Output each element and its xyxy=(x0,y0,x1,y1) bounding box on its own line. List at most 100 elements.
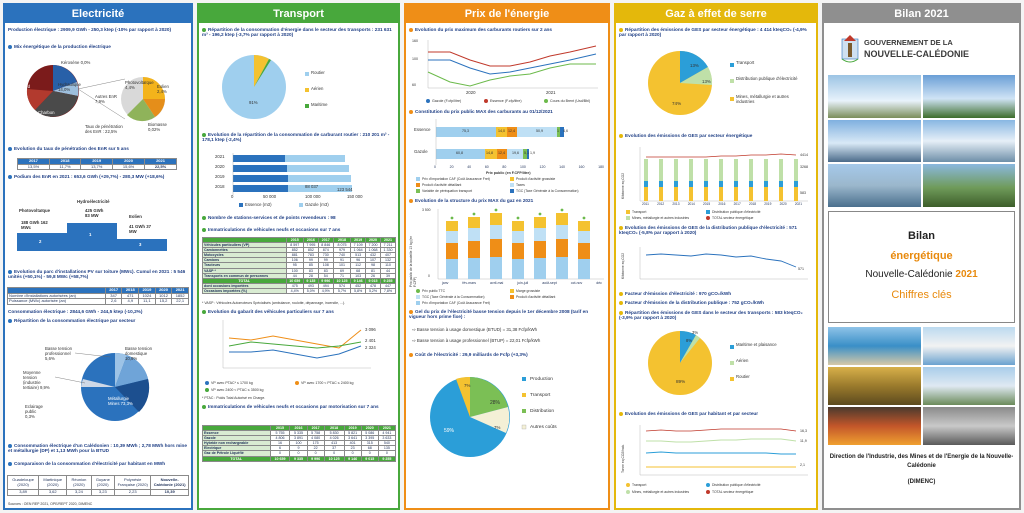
ges-leg-mines: Mines, métallurgie et autres industries xyxy=(736,94,789,104)
gas-bar-segment xyxy=(556,239,568,257)
taux-title: Evolution du taux de pénétration des EnR… xyxy=(8,146,188,151)
gaz-ytick-0: 0 xyxy=(428,274,430,278)
gas-bar-segment xyxy=(578,243,590,259)
prix-header: Prix de l'énergie xyxy=(406,5,608,23)
government-emblem-icon xyxy=(841,35,859,63)
gaz-leg-3: TGC (Taxe Générale à la Consommation) xyxy=(416,295,485,300)
ges-bar xyxy=(719,159,723,181)
ges-bar xyxy=(689,187,693,201)
year-2019: 2019 xyxy=(215,174,225,179)
gaz-leg-5: Prix d'importation CAF (Coût Assurance F… xyxy=(416,301,490,306)
ges-bar xyxy=(674,187,678,201)
ges-bar xyxy=(674,159,678,181)
mix-pv: Photovoltaïque 4,4% xyxy=(125,80,154,90)
ges-distribution-title: Evolution des émissions de GES de la dis… xyxy=(619,225,797,236)
ges-leg2-4: TOTAL secteur énergétique xyxy=(706,216,753,221)
cout-leg-production: Production xyxy=(530,377,553,382)
ges-bar xyxy=(704,181,708,187)
photo-grid-top xyxy=(828,75,1015,207)
ges-hab-val-2: 11,9 xyxy=(800,439,807,443)
ges-pie-13b: 13% xyxy=(702,79,711,84)
legend-maritime: Maritime xyxy=(311,102,328,107)
ges-bar xyxy=(779,159,783,181)
ges-evolution-chart xyxy=(639,147,808,202)
leg-gazole: Gazole (F.cfp/litre) xyxy=(426,99,461,104)
prix-ytick-160: 160 xyxy=(412,39,418,43)
axis-50000: 50 000 xyxy=(263,194,277,199)
ess-v2: 14,0 xyxy=(498,129,505,133)
ges-bar xyxy=(749,181,753,187)
gas-bar-segment xyxy=(534,258,546,279)
ges-pie-chart xyxy=(648,50,734,115)
facteur-distribution: Facteur d'émission de la distribution pu… xyxy=(619,300,813,305)
ges-transport-title: Répartition des émissions de GES dans le… xyxy=(619,310,803,321)
cout-leg-autres: Autres coûts xyxy=(530,425,557,430)
facteur-electricite: Facteur d'émission d'électricité : 970 g… xyxy=(619,291,813,296)
immat-title: Immatriculations de véhicules neufs et o… xyxy=(202,227,395,232)
mix-eolien: Eolien 2,4% xyxy=(157,84,169,94)
ges-bar xyxy=(704,187,708,201)
podium-step-1 xyxy=(67,223,117,251)
cons-bt-pro: Basse tension professionnel 5,6% xyxy=(45,346,72,361)
gov-line-2: NOUVELLE-CALÉDONIE xyxy=(864,49,970,59)
gas-bar-segment xyxy=(534,228,546,241)
ges-bar xyxy=(674,181,678,187)
leg2-1: Prix d'importation CAF (Coût Assurance F… xyxy=(416,177,490,182)
bilan-header: Bilan 2021 xyxy=(824,5,1019,23)
ges-repartition-title: Répartition des émissions de GES par sec… xyxy=(619,27,807,38)
gaz-xaxis: janv fév-mars avril-mai juin-juil août-sept o… xyxy=(442,281,602,285)
legend-essence: Essence (m3) xyxy=(239,202,272,208)
gas-bar-segment xyxy=(446,243,458,259)
ges-transport-pie xyxy=(648,330,734,395)
ges-leg4-aerien: Aérien xyxy=(736,358,749,363)
photo-industry xyxy=(922,407,1015,445)
leg2-4: Taxes xyxy=(510,183,525,188)
ges-bar xyxy=(689,159,693,181)
legend-aerien: Aérien xyxy=(311,86,324,91)
mix-pie-chart xyxy=(26,65,165,122)
gaz-v5: 5,1 xyxy=(524,151,529,155)
gas-bar-segment xyxy=(446,221,458,231)
photo-solar-panels xyxy=(922,119,1015,163)
ges-leg5-4: TOTAL secteur énergétique xyxy=(706,490,753,495)
ges-bar xyxy=(704,159,708,181)
mix-fioul: Fioul lourd 40,3% xyxy=(10,84,31,94)
cout-7a: 7% xyxy=(494,425,501,430)
constitution-title: Constitution du prix public MAX des carb… xyxy=(409,109,605,114)
gabarit-line-chart xyxy=(222,320,371,369)
gov-line-1: GOUVERNEMENT DE LA xyxy=(864,38,953,47)
ges-bar xyxy=(794,187,798,201)
gaz-v4: 19,6 xyxy=(512,151,519,155)
gas-bar-segment xyxy=(468,228,480,241)
stations-title: Nombre de stations-services et de points… xyxy=(202,215,395,220)
cons-eclairage: Eclairage public 0,3% xyxy=(25,404,43,419)
constitution-bar-chart xyxy=(435,119,564,165)
ges-tr-89: 89% xyxy=(676,379,686,384)
mix-autres-enr: Autres EnR 7,9% xyxy=(95,94,117,104)
ges-bar xyxy=(719,187,723,201)
carburants-title: Evolution du prix maximum des carburants… xyxy=(409,27,605,32)
leg2-2: Produit d'activité grossiste xyxy=(510,177,555,182)
ges-hab-val-1: 16,3 xyxy=(800,429,807,433)
taux-table: 2017 2018 2019 2020 2021 13,5% 11,7% 13,7% 15,6… xyxy=(17,158,177,171)
carburant-routier-title: Evolution de la répartition de la consom… xyxy=(202,132,390,143)
year-2018: 2018 xyxy=(215,184,225,189)
sources: Sources : OEN REP 2021, OPE/REPT 2020, D… xyxy=(8,502,93,506)
ges-val-total: 4414 xyxy=(800,153,808,157)
ges-bar xyxy=(764,159,768,181)
gabarit-leg-3: VP avec 2400 < PTAC ≤ 3500 kg xyxy=(205,388,263,393)
immat-table: 2015 2016 2017 2018 2019 2020 2021 Véhicules p… xyxy=(202,236,396,295)
btup: ⇨ Basse tension à usage professionnel (B… xyxy=(412,338,541,343)
cout-electricite-title: Coût de l'électricité : 29,9 milliards d… xyxy=(409,352,605,357)
podium-rank-2: 2 xyxy=(39,239,42,244)
gaz-leg-1: Prix public TTC xyxy=(416,289,445,294)
ges-bar xyxy=(734,187,738,201)
gaz-v2: 14,8 xyxy=(486,151,493,155)
gas-bar-segment xyxy=(512,221,524,231)
ges-tr-3: 3% xyxy=(692,330,699,335)
gas-bar-segment xyxy=(556,257,568,279)
gabarit-leg-1: VP avec PTAC* ≤ 1700 kg xyxy=(205,381,253,386)
ges-bar xyxy=(734,181,738,187)
gas-bar-segment xyxy=(512,243,524,259)
cout-leg-transport: Transport xyxy=(530,393,551,398)
